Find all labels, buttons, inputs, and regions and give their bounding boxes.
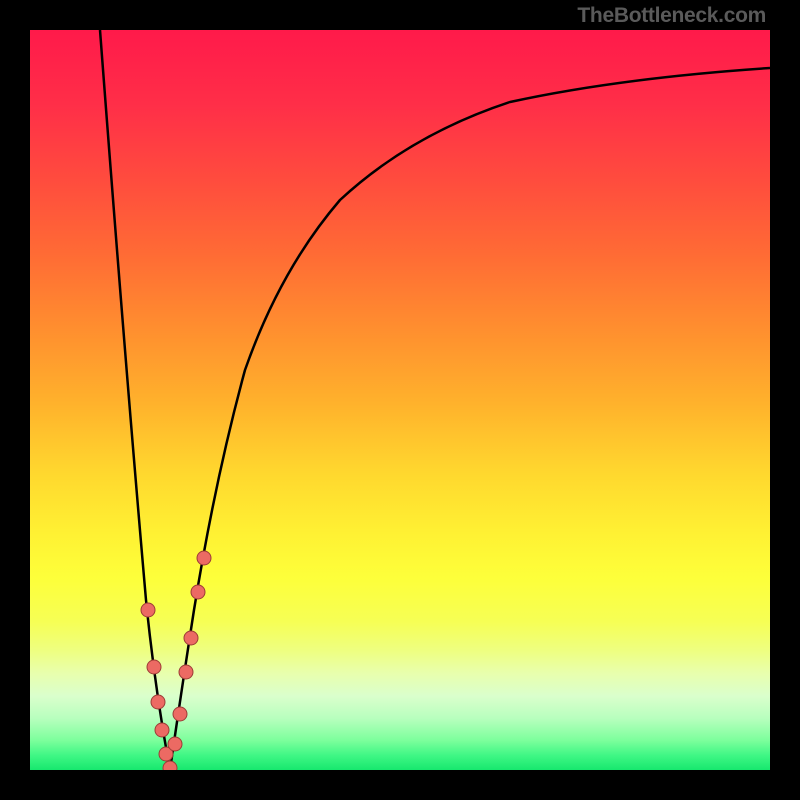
data-marker (168, 737, 182, 751)
bottleneck-curve (100, 30, 770, 770)
plot-area (30, 30, 770, 770)
data-marker (184, 631, 198, 645)
data-marker (147, 660, 161, 674)
data-marker (155, 723, 169, 737)
curve-layer (30, 30, 770, 770)
data-marker (191, 585, 205, 599)
watermark-text: TheBottleneck.com (577, 4, 766, 28)
data-marker (163, 761, 177, 770)
data-marker (173, 707, 187, 721)
chart-container: TheBottleneck.com (0, 0, 800, 800)
data-markers (141, 551, 211, 770)
data-marker (197, 551, 211, 565)
data-marker (141, 603, 155, 617)
data-marker (179, 665, 193, 679)
data-marker (151, 695, 165, 709)
